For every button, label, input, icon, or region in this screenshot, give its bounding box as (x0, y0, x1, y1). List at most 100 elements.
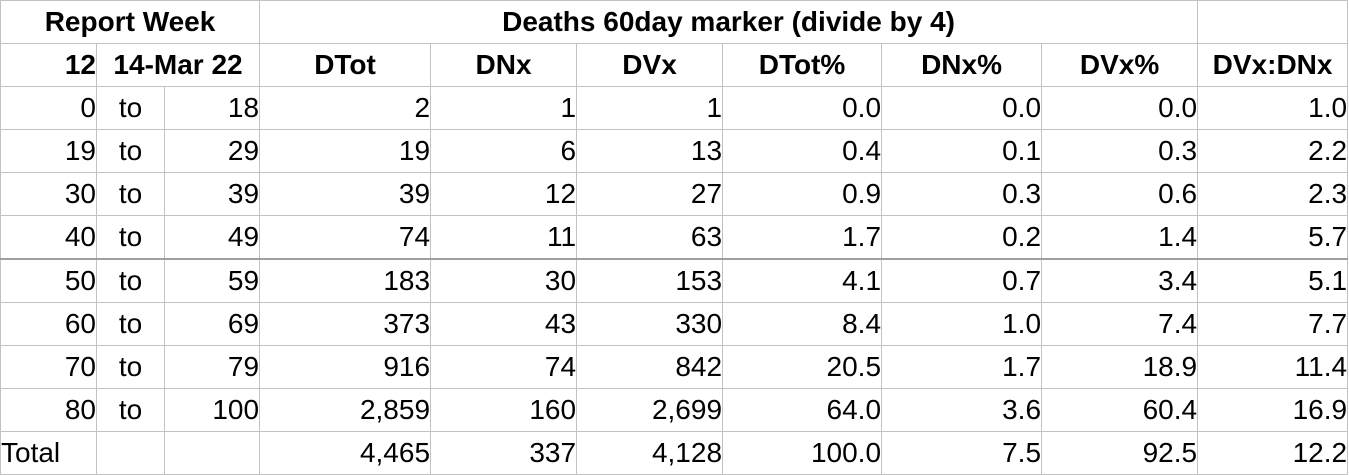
total-dnx[interactable]: 337 (430, 431, 578, 475)
cell-ratio[interactable]: 5.1 (1197, 258, 1349, 303)
cell-dtot-pct[interactable]: 20.5 (722, 345, 883, 389)
cell-age-to[interactable]: 100 (163, 388, 261, 432)
cell-dvx[interactable]: 330 (576, 302, 724, 346)
cell-dvx-pct[interactable]: 0.6 (1041, 172, 1199, 216)
cell-age-to[interactable]: 29 (163, 129, 261, 173)
cell-dvx[interactable]: 842 (576, 345, 724, 389)
cell-ratio[interactable]: 7.7 (1197, 302, 1349, 346)
cell-age-from[interactable]: 50 (0, 258, 97, 303)
cell-age-from[interactable]: 70 (0, 345, 97, 389)
cell-ratio[interactable]: 5.7 (1197, 215, 1349, 260)
cell-dnx-pct[interactable]: 0.3 (881, 172, 1043, 216)
cell-dvx-pct[interactable]: 3.4 (1041, 258, 1199, 303)
cell-dtot-pct[interactable]: 64.0 (722, 388, 883, 432)
cell-dtot[interactable]: 19 (259, 129, 432, 173)
cell-dvx[interactable]: 13 (576, 129, 724, 173)
cell-dtot[interactable]: 2 (259, 86, 432, 130)
cell-dtot[interactable]: 74 (259, 215, 432, 260)
cell-dtot-pct[interactable]: 0.0 (722, 86, 883, 130)
cell-ratio[interactable]: 11.4 (1197, 345, 1349, 389)
week-number-cell[interactable]: 12 (0, 43, 97, 87)
col-header-dvx[interactable]: DVx (576, 43, 724, 87)
cell-age-from[interactable]: 19 (0, 129, 97, 173)
cell-dnx-pct[interactable]: 3.6 (881, 388, 1043, 432)
cell-to[interactable]: to (96, 215, 165, 260)
total-dvx-pct[interactable]: 92.5 (1041, 431, 1199, 475)
cell-dnx-pct[interactable]: 0.2 (881, 215, 1043, 260)
cell-age-to[interactable]: 59 (163, 258, 261, 303)
total-label[interactable]: Total (0, 431, 97, 475)
cell-to[interactable]: to (96, 345, 165, 389)
cell-dnx-pct[interactable]: 1.7 (881, 345, 1043, 389)
total-dnx-pct[interactable]: 7.5 (881, 431, 1043, 475)
cell-age-from[interactable]: 40 (0, 215, 97, 260)
cell-dtot-pct[interactable]: 0.9 (722, 172, 883, 216)
cell-dtot-pct[interactable]: 0.4 (722, 129, 883, 173)
cell-age-from[interactable]: 60 (0, 302, 97, 346)
cell-dvx-pct[interactable]: 0.3 (1041, 129, 1199, 173)
total-dtot[interactable]: 4,465 (259, 431, 432, 475)
cell-age-from[interactable]: 30 (0, 172, 97, 216)
total-empty[interactable] (96, 431, 165, 475)
cell-age-from[interactable]: 80 (0, 388, 97, 432)
cell-dvx[interactable]: 2,699 (576, 388, 724, 432)
col-header-dvx-dnx-ratio[interactable]: DVx:DNx (1197, 43, 1349, 87)
cell-dvx[interactable]: 63 (576, 215, 724, 260)
cell-ratio[interactable]: 16.9 (1197, 388, 1349, 432)
cell-dtot[interactable]: 916 (259, 345, 432, 389)
col-header-dnx[interactable]: DNx (430, 43, 578, 87)
cell-ratio[interactable]: 1.0 (1197, 86, 1349, 130)
cell-dvx-pct[interactable]: 18.9 (1041, 345, 1199, 389)
report-date-cell[interactable]: 14-Mar 22 (95, 43, 261, 87)
total-ratio[interactable]: 12.2 (1197, 431, 1349, 475)
cell-dnx[interactable]: 74 (430, 345, 578, 389)
cell-dnx-pct[interactable]: 0.1 (881, 129, 1043, 173)
cell-to[interactable]: to (96, 172, 165, 216)
total-empty[interactable] (163, 431, 261, 475)
cell-dvx[interactable]: 1 (576, 86, 724, 130)
cell-dvx-pct[interactable]: 0.0 (1041, 86, 1199, 130)
cell-dvx-pct[interactable]: 1.4 (1041, 215, 1199, 260)
deaths-marker-header[interactable]: Deaths 60day marker (divide by 4) (259, 0, 1199, 44)
cell-dnx[interactable]: 30 (430, 258, 578, 303)
cell-dnx[interactable]: 6 (430, 129, 578, 173)
col-header-dvx-pct[interactable]: DVx% (1041, 43, 1199, 87)
cell-to[interactable]: to (96, 258, 165, 303)
total-dvx[interactable]: 4,128 (576, 431, 724, 475)
cell-dnx-pct[interactable]: 0.7 (881, 258, 1043, 303)
cell-dnx-pct[interactable]: 0.0 (881, 86, 1043, 130)
cell-dtot[interactable]: 183 (259, 258, 432, 303)
cell-dnx-pct[interactable]: 1.0 (881, 302, 1043, 346)
cell-ratio[interactable]: 2.3 (1197, 172, 1349, 216)
total-dtot-pct[interactable]: 100.0 (722, 431, 883, 475)
col-header-dnx-pct[interactable]: DNx% (881, 43, 1043, 87)
cell-to[interactable]: to (96, 129, 165, 173)
cell-dnx[interactable]: 1 (430, 86, 578, 130)
cell-dnx[interactable]: 11 (430, 215, 578, 260)
cell-dvx[interactable]: 153 (576, 258, 724, 303)
cell-dnx[interactable]: 43 (430, 302, 578, 346)
cell-age-from[interactable]: 0 (0, 86, 97, 130)
cell-age-to[interactable]: 49 (163, 215, 261, 260)
col-header-dtot[interactable]: DTot (259, 43, 432, 87)
cell-dtot-pct[interactable]: 1.7 (722, 215, 883, 260)
cell-dnx[interactable]: 12 (430, 172, 578, 216)
cell-dtot-pct[interactable]: 8.4 (722, 302, 883, 346)
cell-to[interactable]: to (96, 388, 165, 432)
col-header-dtot-pct[interactable]: DTot% (722, 43, 883, 87)
cell-age-to[interactable]: 39 (163, 172, 261, 216)
cell-ratio[interactable]: 2.2 (1197, 129, 1349, 173)
cell-dvx[interactable]: 27 (576, 172, 724, 216)
cell-to[interactable]: to (96, 86, 165, 130)
cell-dtot[interactable]: 39 (259, 172, 432, 216)
cell-dtot-pct[interactable]: 4.1 (722, 258, 883, 303)
report-week-header[interactable]: Report Week (0, 0, 261, 44)
cell-age-to[interactable]: 18 (163, 86, 261, 130)
cell-dvx-pct[interactable]: 7.4 (1041, 302, 1199, 346)
cell-dtot[interactable]: 2,859 (259, 388, 432, 432)
cell-age-to[interactable]: 79 (163, 345, 261, 389)
cell-age-to[interactable]: 69 (163, 302, 261, 346)
cell-to[interactable]: to (96, 302, 165, 346)
cell-dnx[interactable]: 160 (430, 388, 578, 432)
cell-dtot[interactable]: 373 (259, 302, 432, 346)
